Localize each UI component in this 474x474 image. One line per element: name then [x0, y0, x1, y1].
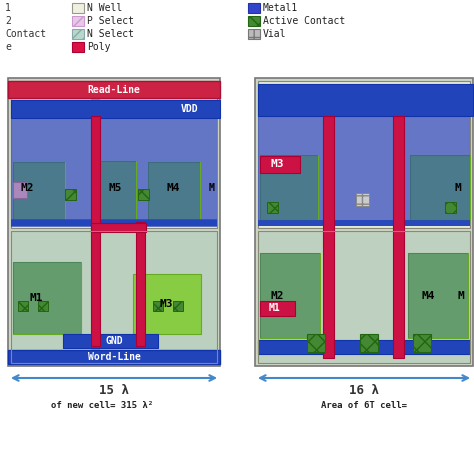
- Text: P Select: P Select: [87, 16, 134, 26]
- Bar: [410, 155, 470, 220]
- Bar: [258, 81, 470, 228]
- Bar: [148, 162, 200, 220]
- Bar: [91, 98, 100, 364]
- Bar: [13, 182, 27, 198]
- Bar: [260, 253, 320, 338]
- Bar: [267, 202, 278, 213]
- Text: Poly: Poly: [87, 42, 110, 52]
- Bar: [11, 219, 217, 227]
- Text: M1: M1: [269, 303, 281, 313]
- Bar: [72, 16, 84, 26]
- Bar: [13, 162, 65, 220]
- Text: GND: GND: [105, 336, 123, 346]
- Bar: [260, 156, 300, 173]
- Text: 16 λ: 16 λ: [349, 384, 379, 398]
- Text: N Select: N Select: [87, 29, 134, 39]
- Bar: [408, 253, 468, 338]
- Bar: [13, 262, 81, 334]
- Bar: [153, 301, 163, 311]
- Bar: [408, 253, 468, 338]
- Bar: [11, 100, 220, 118]
- Bar: [445, 202, 456, 213]
- Text: M4: M4: [421, 291, 435, 301]
- Bar: [72, 42, 84, 52]
- Bar: [11, 115, 217, 226]
- Text: M: M: [455, 183, 461, 193]
- Bar: [260, 253, 320, 338]
- Text: Active Contact: Active Contact: [263, 16, 345, 26]
- Bar: [255, 78, 473, 366]
- Bar: [65, 189, 76, 200]
- Bar: [63, 334, 158, 348]
- Text: M4: M4: [166, 183, 180, 193]
- Bar: [258, 84, 470, 225]
- Bar: [356, 193, 369, 206]
- Text: 2: 2: [5, 16, 11, 26]
- Text: N Well: N Well: [87, 3, 122, 13]
- Bar: [360, 334, 378, 352]
- Bar: [258, 231, 470, 363]
- Bar: [8, 350, 220, 364]
- Text: VDD: VDD: [181, 104, 199, 114]
- Bar: [11, 220, 217, 226]
- Bar: [98, 161, 136, 223]
- Bar: [248, 3, 260, 13]
- Bar: [173, 301, 183, 311]
- Bar: [11, 81, 217, 228]
- Bar: [91, 223, 146, 232]
- Bar: [413, 334, 431, 352]
- Bar: [13, 262, 81, 334]
- Text: M1: M1: [29, 293, 43, 303]
- Bar: [248, 16, 260, 26]
- Bar: [11, 231, 217, 363]
- Bar: [148, 162, 200, 220]
- Bar: [8, 78, 220, 366]
- Bar: [72, 29, 84, 39]
- Text: Vial: Vial: [263, 29, 286, 39]
- Text: M2: M2: [270, 291, 284, 301]
- Text: M: M: [209, 183, 215, 193]
- Text: Metal1: Metal1: [263, 3, 298, 13]
- Bar: [136, 222, 145, 346]
- Bar: [393, 116, 404, 358]
- Text: M3: M3: [159, 299, 173, 309]
- Text: 15 λ: 15 λ: [99, 384, 129, 398]
- Text: e: e: [5, 42, 11, 52]
- Bar: [258, 84, 473, 116]
- Text: Contact: Contact: [5, 29, 46, 39]
- Bar: [8, 81, 220, 98]
- Bar: [91, 116, 100, 346]
- Bar: [307, 334, 325, 352]
- Text: Read-Line: Read-Line: [88, 85, 140, 95]
- Bar: [138, 189, 149, 200]
- Bar: [260, 155, 318, 220]
- Text: of new cell= 315 λ²: of new cell= 315 λ²: [51, 401, 153, 410]
- Bar: [72, 3, 84, 13]
- Text: M3: M3: [270, 159, 284, 169]
- Bar: [133, 274, 201, 334]
- Bar: [38, 301, 48, 311]
- Text: Word-Line: Word-Line: [88, 352, 140, 362]
- Text: Area of 6T cell=: Area of 6T cell=: [321, 401, 407, 410]
- Text: M5: M5: [108, 183, 122, 193]
- Bar: [258, 231, 470, 363]
- Bar: [11, 83, 217, 225]
- Bar: [323, 116, 334, 358]
- Bar: [18, 301, 28, 311]
- Text: 1: 1: [5, 3, 11, 13]
- Bar: [260, 301, 295, 316]
- Bar: [65, 189, 76, 200]
- Bar: [13, 162, 65, 220]
- Bar: [260, 155, 318, 220]
- Bar: [258, 340, 470, 354]
- Bar: [410, 155, 470, 220]
- Bar: [98, 161, 136, 223]
- Bar: [258, 220, 470, 226]
- Text: M: M: [457, 291, 465, 301]
- Bar: [248, 29, 260, 39]
- Bar: [11, 231, 217, 363]
- Bar: [258, 116, 470, 226]
- Text: M2: M2: [20, 183, 34, 193]
